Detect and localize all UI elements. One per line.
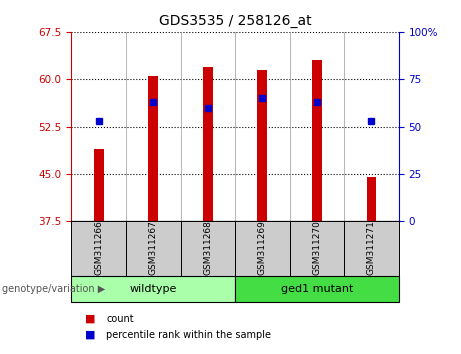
Text: GSM311266: GSM311266 bbox=[94, 220, 103, 275]
Text: wildtype: wildtype bbox=[130, 284, 177, 294]
Bar bbox=[290, 221, 344, 276]
Bar bbox=[235, 276, 399, 302]
Bar bbox=[366, 177, 376, 221]
Text: GSM311270: GSM311270 bbox=[313, 220, 321, 275]
Text: GSM311268: GSM311268 bbox=[203, 220, 213, 275]
Text: ged1 mutant: ged1 mutant bbox=[281, 284, 353, 294]
Bar bbox=[71, 276, 235, 302]
Title: GDS3535 / 258126_at: GDS3535 / 258126_at bbox=[159, 14, 312, 28]
Text: GSM311267: GSM311267 bbox=[149, 220, 158, 275]
Text: ■: ■ bbox=[85, 314, 96, 324]
Bar bbox=[181, 221, 235, 276]
Bar bbox=[344, 221, 399, 276]
Bar bbox=[235, 221, 290, 276]
Text: percentile rank within the sample: percentile rank within the sample bbox=[106, 330, 271, 340]
Text: ■: ■ bbox=[85, 330, 96, 340]
Text: GSM311271: GSM311271 bbox=[367, 220, 376, 275]
Bar bbox=[258, 70, 267, 221]
Bar bbox=[94, 149, 104, 221]
Text: count: count bbox=[106, 314, 134, 324]
Bar bbox=[312, 60, 322, 221]
Bar bbox=[148, 76, 158, 221]
Bar bbox=[71, 221, 126, 276]
Bar bbox=[203, 67, 213, 221]
Bar bbox=[126, 221, 181, 276]
Text: genotype/variation ▶: genotype/variation ▶ bbox=[2, 284, 106, 294]
Text: GSM311269: GSM311269 bbox=[258, 220, 267, 275]
